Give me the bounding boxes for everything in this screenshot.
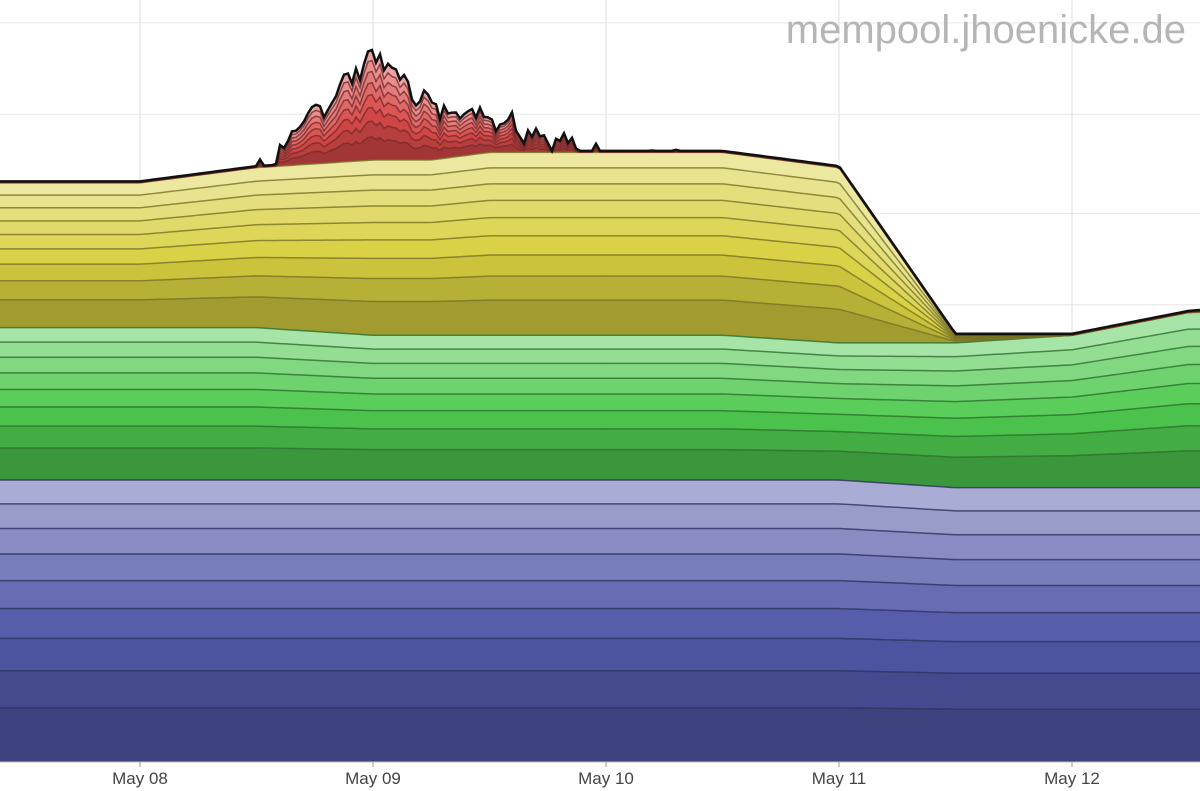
fee-bands <box>0 50 1200 762</box>
blue-band-line-6 <box>0 553 1200 561</box>
blue-band-line-3 <box>0 637 1200 643</box>
watermark: mempool.jhoenicke.de <box>785 8 1186 52</box>
x-tick-label: May 12 <box>1044 769 1100 788</box>
blue-band-line-4 <box>0 607 1200 614</box>
green-band-2 <box>0 425 1200 458</box>
x-tick-label: May 09 <box>345 769 401 788</box>
green-band-line-3 <box>0 402 1200 420</box>
green-band-1 <box>0 448 1200 488</box>
yellow-band-2 <box>0 275 1200 342</box>
blue-band-line-2 <box>0 669 1200 674</box>
x-axis-ticks: May 08 May 09 May 10 May 11 May 12 <box>112 762 1100 788</box>
green-band-line-4 <box>0 382 1200 403</box>
blue-band-6 <box>0 553 1200 586</box>
green-band-4 <box>0 383 1200 419</box>
green-band-line-2 <box>0 424 1200 438</box>
blue-band-7 <box>0 528 1200 560</box>
yellow-band-1 <box>0 296 1200 343</box>
total-outline <box>0 48 1200 336</box>
green-band-line-8 <box>0 311 1200 344</box>
green-band-3 <box>0 403 1200 437</box>
blue-band-8 <box>0 503 1200 535</box>
green-band-6 <box>0 346 1200 386</box>
blue-band-4 <box>0 608 1200 642</box>
blue-band-3 <box>0 638 1200 674</box>
blue-band-2 <box>0 670 1200 710</box>
green-band-5 <box>0 364 1200 402</box>
green-band-line-6 <box>0 345 1200 372</box>
blue-band-line-8 <box>0 503 1200 512</box>
blue-band-1 <box>0 707 1200 762</box>
blue-band-line-1 <box>0 706 1200 710</box>
x-tick-label: May 10 <box>578 769 634 788</box>
red-band-6 <box>0 71 1200 335</box>
blue-band-line-5 <box>0 579 1200 587</box>
x-tick-label: May 11 <box>812 769 867 788</box>
x-tick-label: May 08 <box>112 769 168 788</box>
blue-band-line-7 <box>0 527 1200 536</box>
green-band-7 <box>0 329 1200 371</box>
green-band-8 <box>0 312 1200 357</box>
green-band-line-7 <box>0 328 1200 358</box>
band-boundaries <box>0 48 1200 710</box>
green-band-line-5 <box>0 363 1200 387</box>
blue-band-5 <box>0 580 1200 613</box>
green-band-line-1 <box>0 447 1200 458</box>
blue-band-line-9 <box>0 479 1200 489</box>
